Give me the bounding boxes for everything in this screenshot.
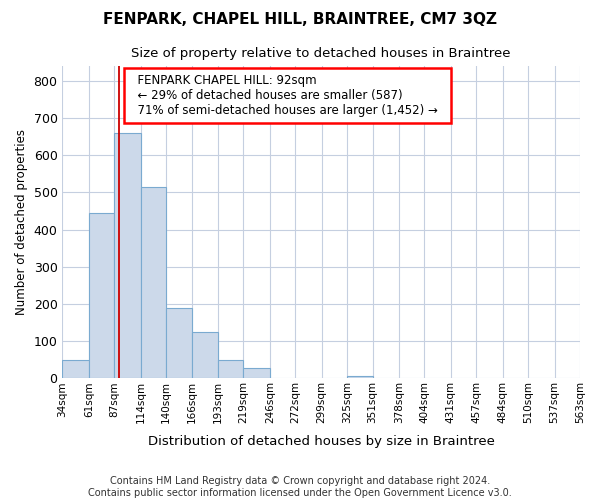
Text: FENPARK, CHAPEL HILL, BRAINTREE, CM7 3QZ: FENPARK, CHAPEL HILL, BRAINTREE, CM7 3QZ xyxy=(103,12,497,28)
Text: FENPARK CHAPEL HILL: 92sqm
  ← 29% of detached houses are smaller (587)
  71% of: FENPARK CHAPEL HILL: 92sqm ← 29% of deta… xyxy=(130,74,445,116)
Bar xyxy=(218,360,244,378)
Bar xyxy=(62,360,89,378)
Bar xyxy=(89,213,114,378)
Bar xyxy=(114,133,140,378)
Bar xyxy=(166,308,191,378)
X-axis label: Distribution of detached houses by size in Braintree: Distribution of detached houses by size … xyxy=(148,434,494,448)
Text: Contains HM Land Registry data © Crown copyright and database right 2024.
Contai: Contains HM Land Registry data © Crown c… xyxy=(88,476,512,498)
Bar xyxy=(244,368,270,378)
Title: Size of property relative to detached houses in Braintree: Size of property relative to detached ho… xyxy=(131,48,511,60)
Bar xyxy=(140,187,166,378)
Y-axis label: Number of detached properties: Number of detached properties xyxy=(15,129,28,315)
Bar xyxy=(191,332,218,378)
Bar xyxy=(347,376,373,378)
